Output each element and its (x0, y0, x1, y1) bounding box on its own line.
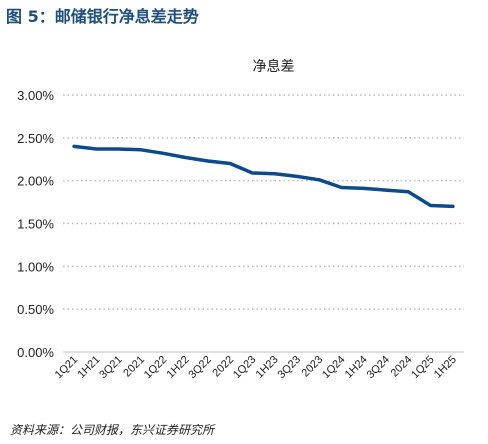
x-tick-label: 2021 (121, 354, 147, 380)
figure-source: 资料来源：公司财报，东兴证券研究所 (10, 423, 215, 437)
x-tick-label: 2023 (300, 354, 326, 380)
series-line (72, 144, 455, 209)
data-point (451, 204, 455, 208)
data-point (339, 186, 343, 190)
x-tick-label: 1H23 (254, 354, 281, 381)
data-point (161, 151, 165, 155)
data-point (139, 148, 143, 152)
data-point (317, 178, 321, 182)
x-tick-label: 1Q25 (409, 354, 437, 382)
data-point (206, 159, 210, 163)
data-point (117, 147, 121, 151)
x-tick-label: 3Q23 (276, 354, 304, 382)
x-tick-label: 3Q24 (365, 354, 393, 382)
data-point (295, 174, 299, 178)
y-tick-label: 2.50% (17, 131, 54, 146)
data-point (273, 172, 277, 176)
x-tick-label: 1H24 (343, 354, 370, 381)
x-tick-label: 3Q21 (97, 354, 125, 382)
data-point (362, 186, 366, 190)
x-tick-label: 1Q21 (53, 354, 81, 382)
x-tick-label: 2024 (389, 354, 415, 380)
data-point (250, 171, 254, 175)
x-tick-label: 1H22 (165, 354, 192, 381)
data-point (184, 156, 188, 160)
y-tick-label: 1.00% (17, 259, 54, 274)
x-tick-label: 3Q22 (186, 354, 214, 382)
x-tick-label: 1Q24 (320, 354, 348, 382)
x-tick-label: 1H21 (75, 354, 102, 381)
data-point (429, 204, 433, 208)
x-tick-label: 1Q23 (231, 354, 259, 382)
data-point (94, 147, 98, 151)
y-tick-label: 0.00% (17, 345, 54, 360)
x-tick-label: 1Q22 (142, 354, 170, 382)
y-tick-label: 1.50% (17, 217, 54, 232)
x-tick-label: 2022 (210, 354, 236, 380)
data-point (228, 162, 232, 166)
data-point (72, 144, 76, 148)
y-tick-label: 0.50% (17, 302, 54, 317)
x-tick-label: 1H25 (432, 354, 459, 381)
chart-title: 净息差 (253, 58, 295, 74)
data-point (406, 190, 410, 194)
y-tick-label: 3.00% (17, 88, 54, 103)
data-point (384, 188, 388, 192)
y-tick-label: 2.00% (17, 174, 54, 189)
figure-title: 图 5：邮储银行净息差走势 (6, 7, 199, 26)
